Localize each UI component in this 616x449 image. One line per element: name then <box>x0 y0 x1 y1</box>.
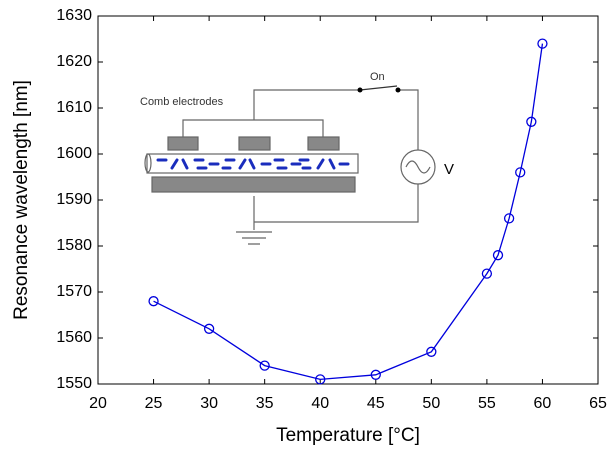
x-tick-label: 55 <box>478 395 496 412</box>
data-point <box>537 38 548 49</box>
y-tick-label: 1610 <box>56 99 92 116</box>
data-point <box>426 346 437 357</box>
x-tick-label: 40 <box>311 395 329 412</box>
y-tick-label: 1620 <box>56 53 92 70</box>
y-tick-label: 1630 <box>56 7 92 24</box>
data-point <box>526 116 537 127</box>
data-point <box>259 360 270 371</box>
y-axis-label: Resonance wavelength [nm] <box>11 80 32 320</box>
data-point <box>148 296 159 307</box>
data-line <box>153 43 544 381</box>
data-point <box>370 369 381 380</box>
y-tick-label: 1560 <box>56 329 92 346</box>
data-point <box>492 250 504 261</box>
inset-label: On <box>370 71 385 83</box>
data-point <box>481 268 493 279</box>
y-tick-label: 1580 <box>56 237 92 254</box>
data-point <box>503 213 515 224</box>
x-tick-label: 50 <box>422 395 440 412</box>
x-tick-label: 20 <box>89 395 107 412</box>
y-tick-label: 1590 <box>56 191 92 208</box>
plot-frame <box>97 15 599 385</box>
y-tick-label: 1570 <box>56 283 92 300</box>
data-point <box>315 374 326 385</box>
data-point <box>203 323 215 334</box>
x-tick-label: 25 <box>145 395 163 412</box>
inset-diagram <box>144 85 436 245</box>
inset-label: Comb electrodes <box>140 96 224 108</box>
x-tick-label: 30 <box>200 395 218 412</box>
x-tick-label: 45 <box>367 395 385 412</box>
x-axis-label: Temperature [°C] <box>276 425 420 446</box>
inset-label: V <box>444 161 454 178</box>
y-tick-label: 1550 <box>56 375 92 392</box>
x-tick-label: 60 <box>534 395 552 412</box>
y-tick-label: 1600 <box>56 145 92 162</box>
data-point <box>515 167 526 178</box>
x-tick-label: 65 <box>589 395 607 412</box>
x-tick-label: 35 <box>256 395 274 412</box>
